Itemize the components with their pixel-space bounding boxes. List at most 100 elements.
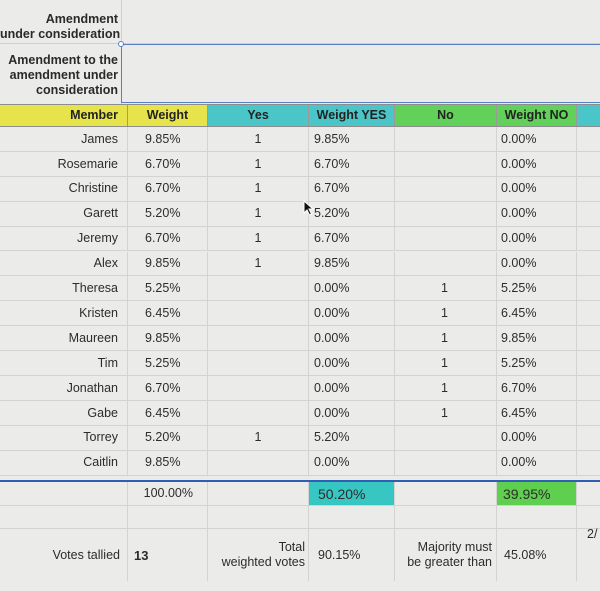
yes-cell[interactable]: 1 (208, 425, 309, 450)
totals-weight-yes[interactable]: 50.20% (309, 482, 395, 505)
header-weight-no[interactable]: Weight NO (497, 105, 577, 126)
cut-off-value[interactable]: 2/ (587, 526, 598, 541)
header-weight[interactable]: Weight (128, 105, 208, 126)
header-member[interactable]: Member (0, 105, 128, 126)
weight-yes-cell[interactable]: 0.00% (309, 400, 395, 425)
yes-cell[interactable] (208, 376, 309, 400)
extra-cell[interactable] (577, 252, 600, 276)
empty-cell[interactable] (395, 506, 497, 528)
weight-cell[interactable]: 6.70% (128, 226, 208, 251)
total-weighted-value[interactable]: 90.15% (309, 529, 395, 581)
amendment-input-cell[interactable] (122, 0, 600, 43)
yes-cell[interactable]: 1 (208, 251, 309, 276)
weight-no-cell[interactable]: 6.45% (497, 301, 577, 326)
weight-cell[interactable]: 6.70% (128, 151, 208, 176)
weight-no-cell[interactable]: 5.25% (497, 351, 577, 375)
weight-yes-cell[interactable]: 9.85% (309, 127, 395, 151)
yes-cell[interactable]: 1 (208, 226, 309, 251)
no-cell[interactable]: 1 (395, 301, 497, 326)
weight-cell[interactable]: 5.25% (128, 276, 208, 301)
totals-no-cell[interactable] (395, 482, 497, 505)
totals-member-cell[interactable] (0, 482, 128, 505)
no-cell[interactable] (395, 151, 497, 176)
totals-weight[interactable]: 100.00% (128, 482, 208, 505)
extra-cell[interactable] (577, 401, 600, 425)
extra-cell[interactable] (577, 326, 600, 350)
weight-no-cell[interactable]: 0.00% (497, 201, 577, 226)
yes-cell[interactable]: 1 (208, 201, 309, 226)
no-cell[interactable] (395, 127, 497, 151)
extra-cell[interactable] (577, 152, 600, 176)
weight-cell[interactable]: 9.85% (128, 127, 208, 151)
header-no[interactable]: No (395, 105, 497, 126)
member-cell[interactable]: Jonathan (0, 376, 128, 400)
member-cell[interactable]: Torrey (0, 425, 128, 450)
weight-yes-cell[interactable]: 0.00% (309, 450, 395, 475)
weight-no-cell[interactable]: 0.00% (497, 425, 577, 450)
sub-amendment-input-cell[interactable] (121, 44, 600, 103)
no-cell[interactable] (395, 201, 497, 226)
weight-cell[interactable]: 6.45% (128, 301, 208, 326)
weight-cell[interactable]: 6.70% (128, 176, 208, 201)
weight-cell[interactable]: 9.85% (128, 251, 208, 276)
member-cell[interactable]: James (0, 127, 128, 151)
totals-yes-cell[interactable] (208, 482, 309, 505)
extra-cell[interactable] (577, 276, 600, 300)
weight-cell[interactable]: 9.85% (128, 326, 208, 351)
yes-cell[interactable] (208, 301, 309, 326)
empty-cell[interactable] (309, 506, 395, 528)
no-cell[interactable] (395, 450, 497, 475)
weight-no-cell[interactable]: 0.00% (497, 127, 577, 151)
member-cell[interactable]: Kristen (0, 301, 128, 326)
majority-value[interactable]: 45.08% (497, 529, 577, 581)
yes-cell[interactable] (208, 276, 309, 301)
no-cell[interactable]: 1 (395, 400, 497, 425)
weight-cell[interactable]: 9.85% (128, 450, 208, 475)
weight-no-cell[interactable]: 0.00% (497, 151, 577, 176)
weight-yes-cell[interactable]: 5.20% (309, 425, 395, 450)
weight-yes-cell[interactable]: 6.70% (309, 176, 395, 201)
weight-yes-cell[interactable]: 0.00% (309, 326, 395, 351)
header-extra[interactable] (577, 105, 600, 126)
weight-yes-cell[interactable]: 0.00% (309, 301, 395, 326)
extra-cell[interactable] (577, 202, 600, 226)
weight-yes-cell[interactable]: 0.00% (309, 376, 395, 400)
weight-no-cell[interactable]: 0.00% (497, 251, 577, 276)
extra-cell[interactable] (577, 301, 600, 325)
weight-cell[interactable]: 5.25% (128, 351, 208, 375)
extra-cell[interactable] (577, 351, 600, 375)
extra-cell[interactable] (577, 127, 600, 151)
weight-no-cell[interactable]: 9.85% (497, 326, 577, 351)
weight-yes-cell[interactable]: 9.85% (309, 251, 395, 276)
weight-no-cell[interactable]: 0.00% (497, 450, 577, 475)
member-cell[interactable]: Christine (0, 176, 128, 201)
member-cell[interactable]: Rosemarie (0, 151, 128, 176)
weight-no-cell[interactable]: 0.00% (497, 226, 577, 251)
selection-handle[interactable] (118, 41, 124, 47)
empty-cell[interactable] (208, 506, 309, 528)
header-yes[interactable]: Yes (208, 105, 309, 126)
weight-yes-cell[interactable]: 0.00% (309, 351, 395, 375)
empty-cell[interactable] (497, 506, 577, 528)
no-cell[interactable] (395, 425, 497, 450)
extra-cell[interactable] (577, 376, 600, 400)
no-cell[interactable]: 1 (395, 351, 497, 375)
extra-cell[interactable] (577, 227, 600, 251)
member-cell[interactable]: Garett (0, 201, 128, 226)
weight-no-cell[interactable]: 6.45% (497, 400, 577, 425)
no-cell[interactable] (395, 251, 497, 276)
member-cell[interactable]: Theresa (0, 276, 128, 301)
weight-cell[interactable]: 5.20% (128, 201, 208, 226)
extra-cell[interactable] (577, 177, 600, 201)
empty-cell[interactable] (128, 506, 208, 528)
yes-cell[interactable]: 1 (208, 176, 309, 201)
weight-yes-cell[interactable]: 5.20% (309, 201, 395, 226)
totals-weight-no[interactable]: 39.95% (497, 482, 577, 505)
member-cell[interactable]: Jeremy (0, 226, 128, 251)
yes-cell[interactable] (208, 326, 309, 351)
weight-yes-cell[interactable]: 0.00% (309, 276, 395, 301)
member-cell[interactable]: Maureen (0, 326, 128, 351)
votes-tallied-value[interactable]: 13 (128, 529, 208, 581)
header-weight-yes[interactable]: Weight YES (309, 105, 395, 126)
no-cell[interactable] (395, 226, 497, 251)
